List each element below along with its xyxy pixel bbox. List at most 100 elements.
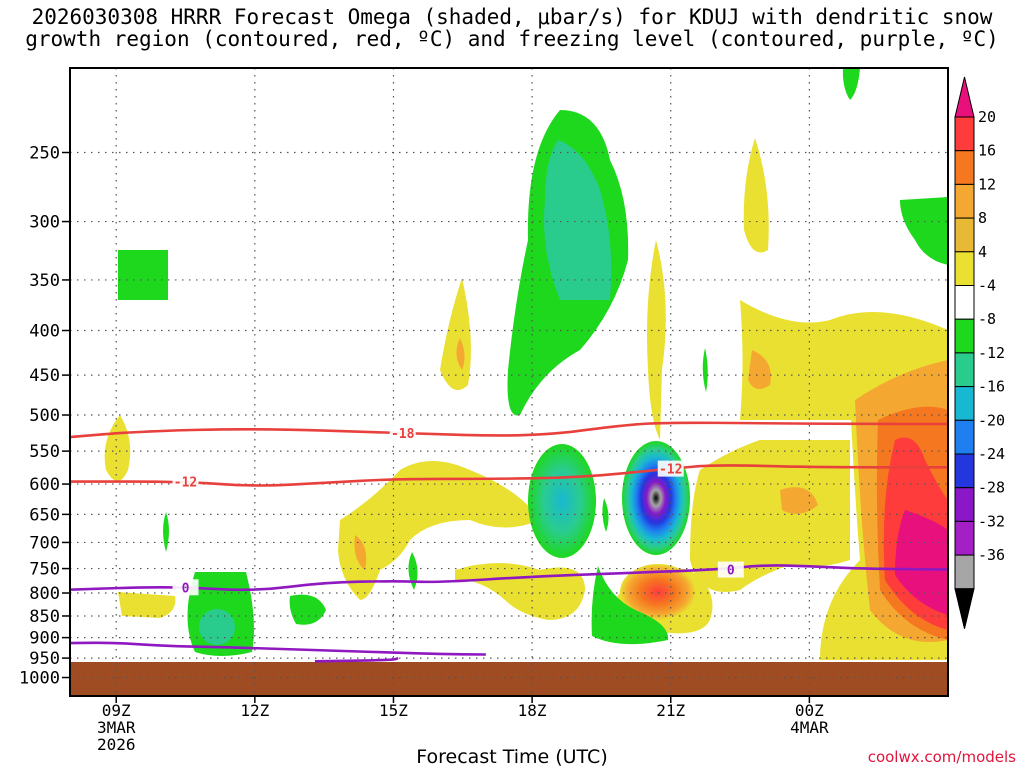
colorbar-swatch — [954, 352, 975, 388]
x-tick-label: 4MAR — [790, 718, 829, 737]
omega-region — [289, 594, 326, 625]
colorbar-label: 12 — [978, 175, 996, 193]
x-tick-label: 09Z — [102, 701, 131, 720]
plot-frame — [69, 67, 949, 697]
contour-line — [70, 464, 948, 487]
omega-region — [602, 498, 609, 532]
omega-region — [647, 240, 666, 440]
colorbar-label: 8 — [978, 209, 987, 227]
colorbar-bottom-arrow — [954, 588, 975, 629]
contour-line — [69, 641, 486, 656]
colorbar-label: -12 — [978, 344, 1005, 362]
contour-label-bg — [172, 473, 199, 490]
colorbar-swatch — [954, 183, 975, 219]
colorbar: 20 16 12 8 4 -4 -8 -12 -16 -20 -24 -28 -32 -36 — [954, 76, 1005, 629]
colorbar-label: 20 — [978, 108, 996, 126]
contour-label: -12 — [174, 476, 197, 491]
omega-region — [690, 440, 850, 592]
colorbar-swatch — [954, 520, 975, 556]
contour-label: 0 — [182, 581, 190, 596]
chart-title: 2026030308 HRRR Forecast Omega (shaded, … — [0, 6, 1024, 50]
contour-label-bg — [717, 561, 744, 578]
y-tick-label: 750 — [29, 560, 60, 580]
y-axis-ticks: 2503003504004505005506006507007508008509… — [19, 144, 70, 689]
omega-region — [743, 138, 769, 253]
y-tick-label: 550 — [29, 442, 60, 462]
ground-below-surface — [70, 662, 948, 696]
colorbar-swatch — [954, 116, 975, 152]
omega-region — [455, 563, 585, 620]
contour-line — [69, 421, 948, 439]
y-tick-label: 500 — [29, 406, 60, 426]
title-line-1: 2026030308 HRRR Forecast Omega (shaded, … — [31, 5, 993, 29]
credit-text: coolwx.com/models — [867, 748, 1016, 766]
contour-label: -18 — [391, 427, 415, 442]
omega-region — [702, 348, 708, 392]
colorbar-swatch — [954, 318, 975, 354]
x-tick-label: 3MAR — [97, 718, 136, 737]
y-tick-label: 600 — [29, 475, 60, 495]
colorbar-label: -24 — [978, 445, 1005, 463]
omega-region — [456, 338, 465, 370]
colorbar-swatch — [954, 487, 975, 522]
shaded-omega-field — [70, 68, 948, 696]
colorbar-swatch — [954, 251, 975, 287]
colorbar-label: 16 — [978, 142, 996, 160]
colorbar-label: -8 — [978, 310, 996, 328]
y-tick-label: 850 — [29, 607, 60, 627]
colorbar-label: -32 — [978, 512, 1005, 530]
title-line-2: growth region (contoured, red, ºC) and f… — [25, 27, 999, 51]
x-tick-label: 2026 — [97, 735, 136, 754]
omega-region — [118, 592, 176, 618]
omega-region — [104, 415, 131, 481]
omega-region — [895, 510, 948, 615]
colorbar-swatch — [954, 150, 975, 185]
colorbar-swatch — [954, 554, 975, 590]
y-tick-label: 950 — [29, 649, 60, 669]
omega-region — [338, 461, 540, 600]
x-tick-label: 15Z — [379, 701, 408, 720]
omega-region — [900, 197, 948, 265]
omega-region — [199, 609, 235, 645]
x-axis-title: Forecast Time (UTC) — [416, 746, 608, 768]
y-tick-label: 800 — [29, 584, 60, 604]
omega-region — [544, 140, 612, 300]
x-tick-label: 18Z — [518, 701, 547, 720]
y-tick-label: 250 — [29, 144, 60, 164]
y-tick-label: 650 — [29, 505, 60, 525]
omega-region — [780, 487, 818, 514]
x-tick-label: 12Z — [240, 701, 269, 720]
colorbar-label: -36 — [978, 546, 1005, 564]
omega-region — [591, 566, 669, 645]
y-tick-label: 300 — [29, 213, 60, 233]
contour-label-bg — [172, 579, 199, 596]
omega-region — [748, 350, 771, 389]
omega-region — [118, 250, 168, 300]
omega-region — [354, 535, 367, 570]
y-tick-label: 450 — [29, 366, 60, 386]
colorbar-swatch — [954, 386, 975, 421]
colorbar-label: 4 — [978, 243, 987, 261]
contour-lines: -18 -12 -12 0 0 — [69, 421, 949, 663]
colorbar-swatch — [954, 419, 975, 455]
colorbar-swatch — [954, 285, 975, 320]
contour-line — [314, 656, 399, 663]
y-tick-label: 1000 — [19, 669, 60, 689]
y-tick-label: 350 — [29, 271, 60, 291]
omega-region — [163, 512, 169, 552]
y-tick-label: 400 — [29, 322, 60, 342]
colorbar-label: -16 — [978, 378, 1005, 396]
y-tick-label: 900 — [29, 629, 60, 649]
colorbar-label: -20 — [978, 411, 1005, 429]
contour-label: -12 — [659, 463, 682, 478]
omega-region — [620, 564, 696, 620]
colorbar-label: -28 — [978, 479, 1005, 497]
omega-region — [622, 441, 690, 555]
omega-region — [528, 444, 596, 558]
colorbar-label: -4 — [978, 277, 996, 295]
y-tick-label: 700 — [29, 533, 60, 553]
x-tick-label: 00Z — [795, 701, 824, 720]
colorbar-swatch — [954, 217, 975, 253]
